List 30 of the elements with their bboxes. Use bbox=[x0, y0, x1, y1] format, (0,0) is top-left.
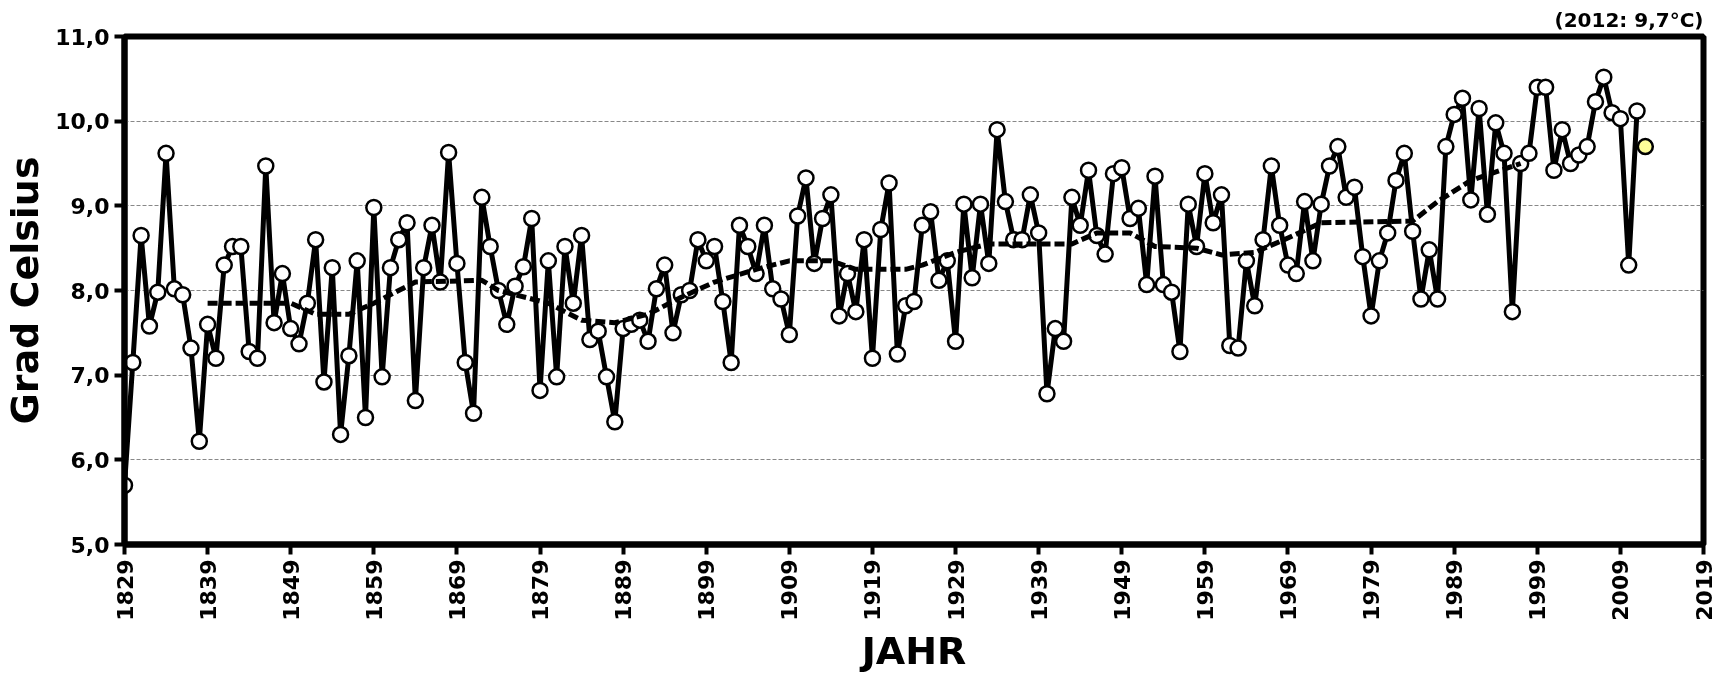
x-tick-label: 1979 bbox=[1359, 559, 1385, 621]
x-tick-label: 1999 bbox=[1525, 559, 1551, 621]
x-tick-label: 1919 bbox=[860, 559, 886, 621]
x-tick-label: 1829 bbox=[112, 559, 138, 621]
y-tick-label: 5,0 bbox=[70, 532, 110, 558]
y-tick-label: 10,0 bbox=[55, 109, 110, 135]
y-tick-label: 8,0 bbox=[70, 278, 110, 304]
x-tick-label: 1899 bbox=[694, 559, 720, 621]
x-tick-label: 1849 bbox=[278, 559, 304, 621]
y-tick-label: 11,0 bbox=[55, 24, 110, 50]
x-tick-label: 1989 bbox=[1442, 559, 1468, 621]
y-tick-label: 9,0 bbox=[70, 193, 110, 219]
x-tick-label: 1859 bbox=[361, 559, 387, 621]
x-tick-label: 1869 bbox=[444, 559, 470, 621]
x-tick-label: 1949 bbox=[1109, 559, 1135, 621]
x-axis-title: JAHR bbox=[858, 628, 967, 673]
x-tick-label: 1879 bbox=[528, 559, 554, 621]
x-tick-label: 1939 bbox=[1026, 559, 1052, 621]
y-tick-label: 7,0 bbox=[70, 363, 110, 389]
x-tick-label: 1839 bbox=[195, 559, 221, 621]
y-tick-label: 6,0 bbox=[70, 447, 110, 473]
x-tick-label: 2009 bbox=[1608, 559, 1634, 621]
x-tick-label: 1929 bbox=[943, 559, 969, 621]
text: (2012: 9,7°C) bbox=[1554, 7, 1704, 32]
x-tick-label: 1969 bbox=[1275, 559, 1301, 621]
x-tick-label: 2019 bbox=[1691, 559, 1717, 621]
x-tick-label: 1889 bbox=[611, 559, 637, 621]
x-tick-label: 1959 bbox=[1192, 559, 1218, 621]
y-axis-title: Grad Celsius bbox=[3, 156, 48, 425]
x-tick-label: 1909 bbox=[777, 559, 803, 621]
